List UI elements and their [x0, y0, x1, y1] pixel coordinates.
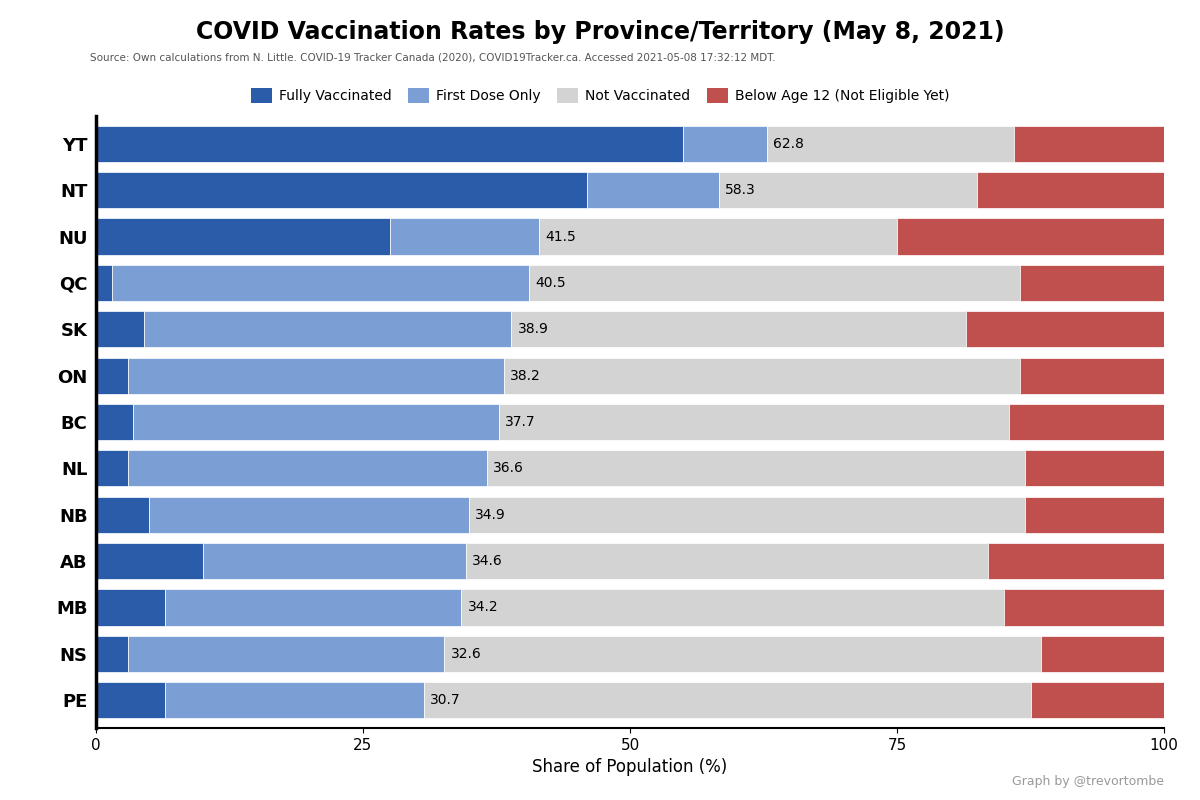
- Bar: [1025, 497, 1164, 533]
- Bar: [511, 311, 966, 347]
- Bar: [96, 590, 166, 626]
- Bar: [96, 218, 390, 254]
- Bar: [1003, 590, 1164, 626]
- Bar: [898, 218, 1164, 254]
- Text: 30.7: 30.7: [431, 693, 461, 707]
- Text: 38.9: 38.9: [518, 322, 548, 336]
- Text: 34.9: 34.9: [475, 508, 506, 522]
- Text: 58.3: 58.3: [725, 183, 756, 197]
- Bar: [1042, 636, 1164, 672]
- Bar: [96, 636, 128, 672]
- Bar: [96, 497, 150, 533]
- Bar: [539, 218, 898, 254]
- Text: 41.5: 41.5: [546, 230, 576, 243]
- Bar: [96, 450, 128, 486]
- Bar: [719, 172, 977, 208]
- Bar: [96, 265, 112, 301]
- Bar: [166, 590, 461, 626]
- Text: 40.5: 40.5: [535, 276, 565, 290]
- Legend: Fully Vaccinated, First Dose Only, Not Vaccinated, Below Age 12 (Not Eligible Ye: Fully Vaccinated, First Dose Only, Not V…: [245, 83, 955, 109]
- Text: 38.2: 38.2: [510, 369, 541, 382]
- Bar: [444, 636, 1042, 672]
- Bar: [504, 358, 1020, 394]
- Text: 36.6: 36.6: [493, 462, 524, 475]
- Bar: [96, 358, 128, 394]
- Bar: [767, 126, 1014, 162]
- Text: 32.6: 32.6: [450, 647, 481, 661]
- Bar: [133, 404, 499, 440]
- Bar: [166, 682, 424, 718]
- Bar: [424, 682, 1031, 718]
- Text: 34.6: 34.6: [472, 554, 503, 568]
- Bar: [390, 218, 539, 254]
- Bar: [499, 404, 1009, 440]
- Bar: [461, 590, 1003, 626]
- Bar: [128, 636, 444, 672]
- Text: Source: Own calculations from N. Little. COVID-19 Tracker Canada (2020), COVID19: Source: Own calculations from N. Little.…: [90, 52, 775, 62]
- X-axis label: Share of Population (%): Share of Population (%): [533, 758, 727, 776]
- Bar: [528, 265, 1020, 301]
- Bar: [96, 404, 133, 440]
- Bar: [203, 543, 466, 579]
- Text: 37.7: 37.7: [505, 415, 535, 429]
- Bar: [487, 450, 1025, 486]
- Text: Graph by @trevortombe: Graph by @trevortombe: [1012, 775, 1164, 788]
- Bar: [96, 682, 166, 718]
- Bar: [150, 497, 469, 533]
- Bar: [128, 450, 487, 486]
- Bar: [96, 172, 587, 208]
- Bar: [469, 497, 1025, 533]
- Bar: [1025, 450, 1164, 486]
- Bar: [112, 265, 528, 301]
- Bar: [988, 543, 1164, 579]
- Bar: [1020, 358, 1164, 394]
- Bar: [684, 126, 767, 162]
- Bar: [587, 172, 719, 208]
- Bar: [466, 543, 988, 579]
- Bar: [128, 358, 504, 394]
- Text: 34.2: 34.2: [468, 601, 498, 614]
- Bar: [96, 311, 144, 347]
- Bar: [966, 311, 1164, 347]
- Bar: [96, 126, 684, 162]
- Bar: [977, 172, 1164, 208]
- Bar: [1031, 682, 1164, 718]
- Text: 62.8: 62.8: [773, 137, 804, 151]
- Text: COVID Vaccination Rates by Province/Territory (May 8, 2021): COVID Vaccination Rates by Province/Terr…: [196, 20, 1004, 44]
- Bar: [1014, 126, 1164, 162]
- Bar: [96, 543, 203, 579]
- Bar: [1020, 265, 1164, 301]
- Bar: [1009, 404, 1164, 440]
- Bar: [144, 311, 511, 347]
